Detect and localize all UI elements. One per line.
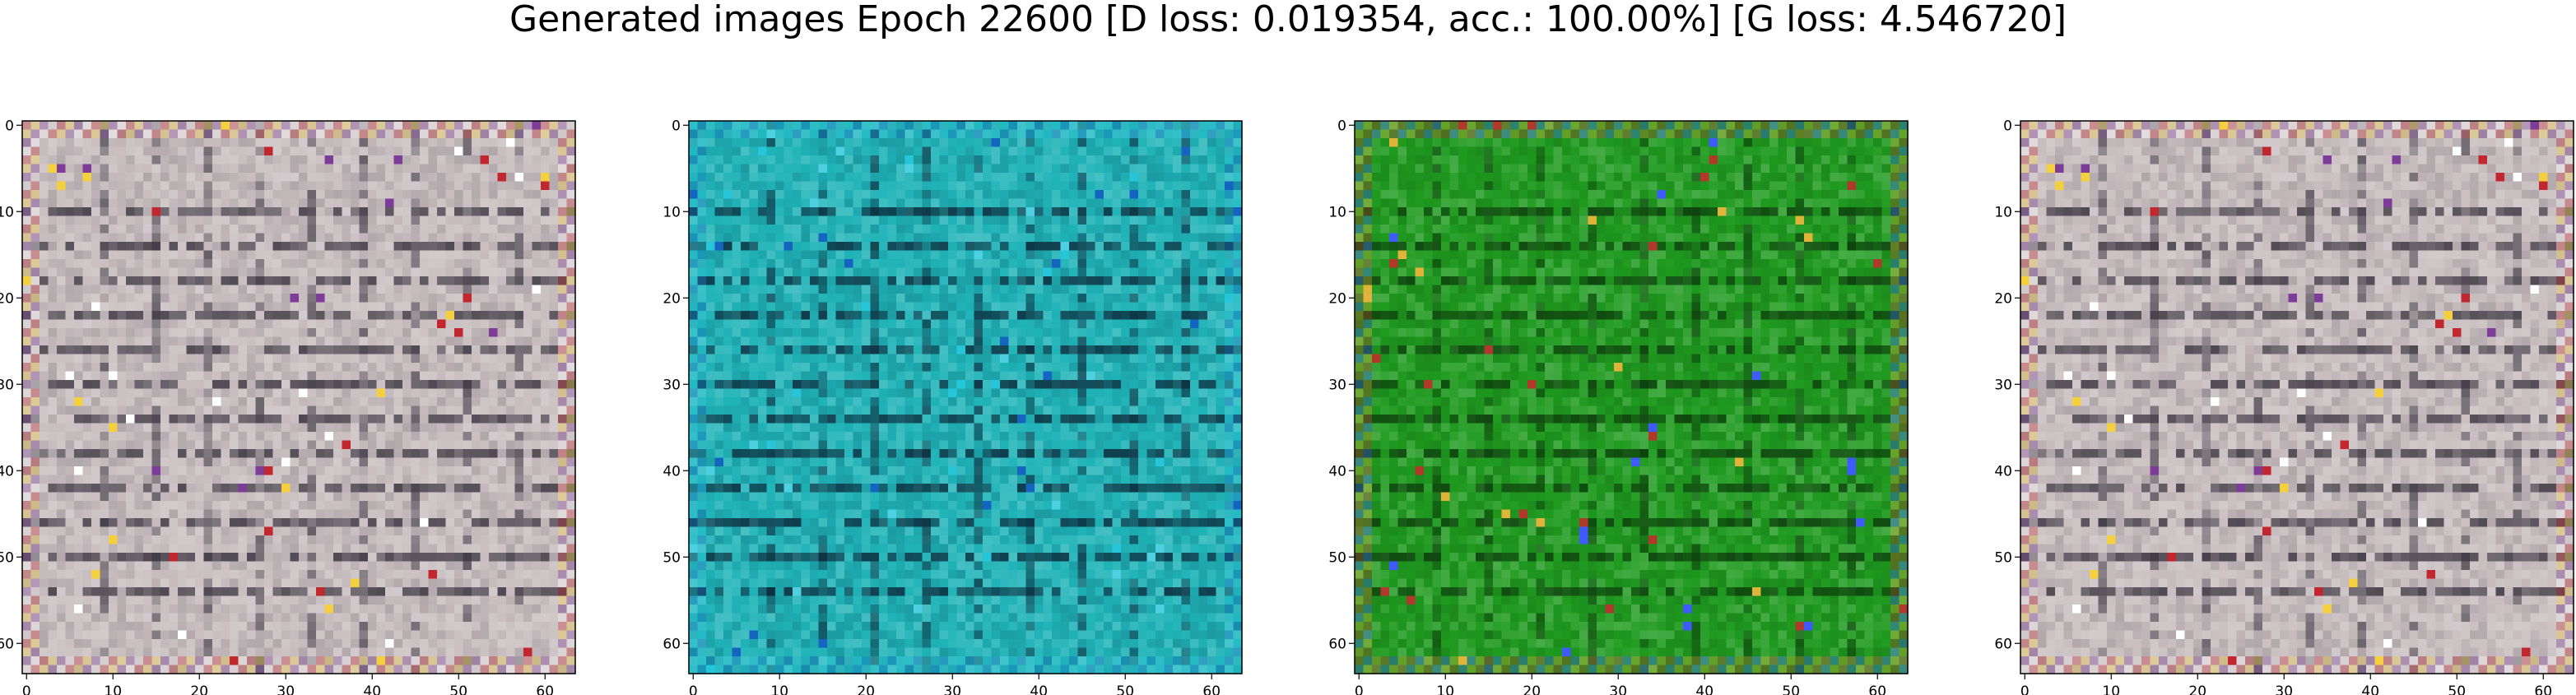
generated-image-4 (2020, 121, 2574, 674)
y-tick-label: 40 (0, 463, 14, 480)
y-tick-label: 40 (663, 463, 681, 480)
axes-frame-4 (2020, 120, 2574, 674)
y-tick-label: 30 (1994, 377, 2012, 393)
y-tick-label: 0 (5, 118, 14, 134)
y-tick-label: 10 (1994, 204, 2012, 220)
x-tick-label: 0 (2020, 683, 2030, 695)
generated-image-1 (22, 121, 576, 674)
x-tick-label: 60 (536, 683, 554, 695)
y-tick-label: 20 (1328, 290, 1346, 307)
x-tick-label: 0 (689, 683, 698, 695)
x-tick-label: 60 (2534, 683, 2552, 695)
x-tick-label: 40 (1030, 683, 1048, 695)
x-tick-label: 50 (1116, 683, 1134, 695)
y-tick-label: 40 (1994, 463, 2012, 480)
axes-frame-2 (688, 120, 1243, 674)
y-tick-label: 50 (1994, 549, 2012, 566)
x-tick-label: 60 (1202, 683, 1221, 695)
x-tick-label: 10 (1436, 683, 1454, 695)
generated-image-2 (689, 121, 1243, 674)
y-tick-label: 20 (0, 290, 14, 307)
x-tick-label: 30 (277, 683, 295, 695)
axes-frame-3 (1354, 120, 1909, 674)
x-tick-label: 50 (2448, 683, 2466, 695)
subplot-4: 0 10 20 30 40 50 60 0 10 20 30 40 50 60 (1994, 118, 2574, 695)
x-tick-label: 30 (1609, 683, 1627, 695)
y-tick-label: 10 (663, 204, 681, 220)
y-tick-label: 10 (1328, 204, 1346, 220)
y-tick-label: 20 (1994, 290, 2012, 307)
figure-suptitle: Generated images Epoch 22600 [D loss: 0.… (509, 0, 2067, 40)
x-tick-label: 10 (104, 683, 122, 695)
x-tick-label: 0 (1355, 683, 1364, 695)
y-tick-label: 60 (1328, 636, 1346, 652)
x-tick-label: 20 (190, 683, 208, 695)
x-tick-label: 40 (363, 683, 381, 695)
y-tick-label: 30 (1328, 377, 1346, 393)
x-tick-label: 30 (2275, 683, 2293, 695)
x-tick-label: 50 (449, 683, 467, 695)
x-tick-label: 0 (22, 683, 31, 695)
y-tick-label: 0 (2003, 118, 2012, 134)
y-tick-label: 30 (663, 377, 681, 393)
y-tick-label: 60 (1994, 636, 2012, 652)
x-tick-label: 20 (1523, 683, 1541, 695)
x-tick-label: 20 (2188, 683, 2206, 695)
y-tick-label: 0 (1337, 118, 1346, 134)
x-tick-label: 40 (2361, 683, 2379, 695)
subplot-2: 0 10 20 30 40 50 60 0 10 20 30 40 50 60 (663, 118, 1243, 695)
y-tick-label: 60 (663, 636, 681, 652)
subplot-3: 0 10 20 30 40 50 60 0 10 20 30 40 50 60 (1328, 118, 1909, 695)
y-tick-label: 60 (0, 636, 14, 652)
y-tick-label: 30 (0, 377, 14, 393)
y-tick-label: 20 (663, 290, 681, 307)
y-tick-label: 10 (0, 204, 14, 220)
y-tick-label: 40 (1328, 463, 1346, 480)
y-tick-label: 0 (672, 118, 681, 134)
x-tick-label: 30 (943, 683, 961, 695)
x-tick-label: 40 (1695, 683, 1713, 695)
x-tick-label: 50 (1782, 683, 1800, 695)
y-tick-label: 50 (663, 549, 681, 566)
axes-frame-1 (21, 120, 576, 674)
y-tick-label: 50 (0, 549, 14, 566)
x-tick-label: 10 (2102, 683, 2120, 695)
x-tick-label: 60 (1868, 683, 1886, 695)
x-tick-label: 20 (857, 683, 875, 695)
generated-image-3 (1355, 121, 1909, 674)
subplot-1: 0 10 20 30 40 50 60 0 10 20 30 40 50 60 (0, 118, 576, 695)
y-tick-label: 50 (1328, 549, 1346, 566)
x-tick-label: 10 (770, 683, 788, 695)
